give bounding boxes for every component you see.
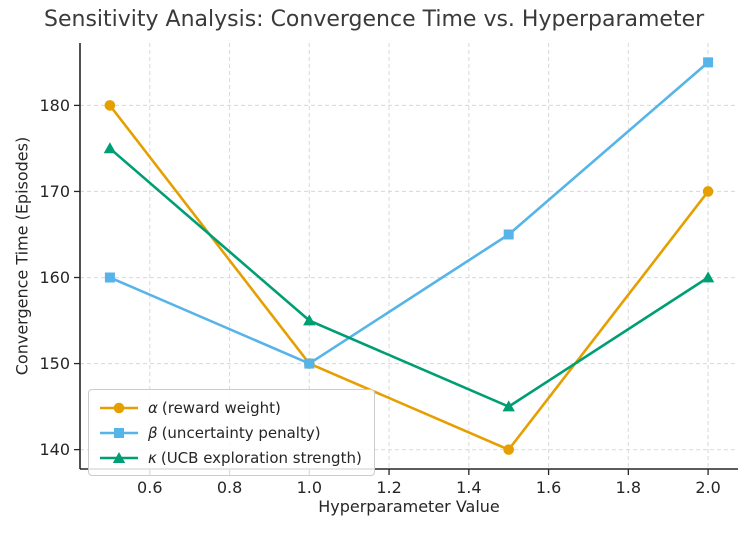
x-tick-label-1.4: 1.4 <box>456 478 481 497</box>
x-tick-label-2.0: 2.0 <box>695 478 720 497</box>
marker-alpha-3 <box>702 186 714 197</box>
y-tick-label-170: 170 <box>39 182 70 201</box>
y-tick-label-180: 180 <box>39 96 70 115</box>
marker-beta-1 <box>304 358 315 369</box>
x-tick-label-0.8: 0.8 <box>217 478 242 497</box>
marker-kappa-2 <box>502 400 515 412</box>
circle-marker-icon <box>113 402 125 413</box>
legend-item-alpha: α (reward weight) <box>99 397 362 418</box>
y-tick-label-140: 140 <box>39 440 70 459</box>
marker-beta-3 <box>703 57 714 68</box>
alpha-label-text: (reward weight) <box>161 398 281 417</box>
legend-beta-sample <box>100 427 138 438</box>
x-tick-label-1.6: 1.6 <box>536 478 561 497</box>
legend-beta-label: β (uncertainty penalty) <box>148 424 321 442</box>
legend-item-kappa: κ (UCB exploration strength) <box>99 447 362 468</box>
y-tick-label-160: 160 <box>39 268 70 287</box>
square-marker-icon <box>114 427 124 438</box>
x-tick-label-1.2: 1.2 <box>376 478 401 497</box>
beta-label-text: (uncertainty penalty) <box>161 423 321 442</box>
legend: α (reward weight) β (uncertainty penalty) … <box>88 389 375 476</box>
series-line-beta <box>108 61 710 365</box>
legend-alpha-sample <box>100 402 138 413</box>
marker-kappa-1 <box>303 314 316 326</box>
x-tick-label-0.6: 0.6 <box>137 478 162 497</box>
legend-alpha-label: α (reward weight) <box>148 399 281 417</box>
x-axis-label: Hyperparameter Value <box>318 497 500 516</box>
chart-title: Sensitivity Analysis: Convergence Time v… <box>44 7 705 32</box>
series-line-kappa <box>108 147 710 408</box>
kappa-label-text: (UCB exploration strength) <box>160 448 362 467</box>
triangle-marker-icon <box>112 451 126 463</box>
marker-alpha-2 <box>503 444 514 455</box>
marker-beta-2 <box>503 229 514 240</box>
y-tick-label-150: 150 <box>39 354 70 373</box>
marker-beta-0 <box>104 272 115 283</box>
x-tick-label-1.8: 1.8 <box>616 478 641 497</box>
y-axis-label: Convergence Time (Episodes) <box>12 136 32 376</box>
alpha-symbol: α <box>148 398 158 417</box>
marker-alpha-0 <box>104 100 116 111</box>
beta-symbol: β <box>148 423 158 442</box>
marker-kappa-0 <box>103 142 117 154</box>
x-tick-label-1.0: 1.0 <box>297 478 322 497</box>
legend-item-beta: β (uncertainty penalty) <box>99 422 362 443</box>
kappa-symbol: κ <box>148 448 157 467</box>
legend-kappa-sample <box>100 451 138 463</box>
legend-kappa-label: κ (UCB exploration strength) <box>148 449 362 467</box>
marker-kappa-3 <box>701 271 715 283</box>
